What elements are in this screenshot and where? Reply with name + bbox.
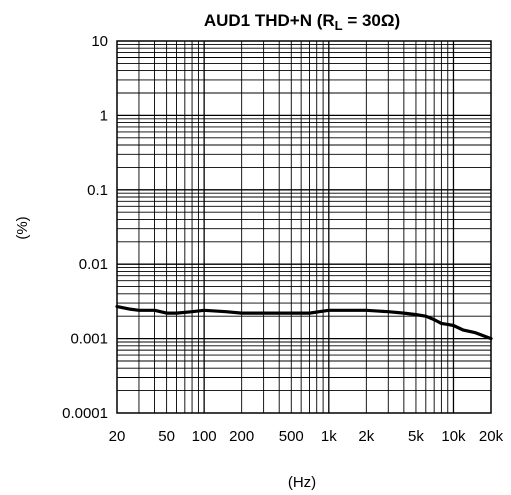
grid [117,41,491,413]
plot-frame [116,40,492,414]
y-tick-labels: 10 1 0.1 0.01 0.001 0.0001 [62,33,108,422]
chart-title-prefix: AUD1 THD+N (R [204,11,335,30]
y-tick-label: 0.01 [79,256,108,273]
x-tick-label: 20k [479,428,504,445]
y-axis-label: (%) [14,216,31,239]
y-tick-label: 10 [91,33,108,50]
x-tick-label: 50 [158,428,175,445]
x-tick-label: 100 [192,428,217,445]
y-tick-label: 0.1 [87,182,108,199]
chart-title: AUD1 THD+N (RL = 30Ω) [204,11,400,33]
x-tick-labels: 20 50 100 200 500 1k 2k 5k 10k 20k [109,428,504,445]
y-tick-label: 1 [100,107,108,124]
x-axis-label: (Hz) [288,474,316,491]
y-tick-label: 0.0001 [62,405,108,422]
chart-title-subscript: L [335,18,343,33]
x-tick-label: 2k [358,428,374,445]
chart-title-suffix: = 30Ω) [343,11,401,30]
series-line [115,304,493,341]
x-tick-label: 10k [441,428,466,445]
y-tick-label: 0.001 [70,331,108,348]
x-tick-label: 200 [229,428,254,445]
x-tick-label: 1k [321,428,337,445]
x-tick-label: 20 [109,428,126,445]
x-tick-label: 5k [408,428,424,445]
x-tick-label: 500 [279,428,304,445]
